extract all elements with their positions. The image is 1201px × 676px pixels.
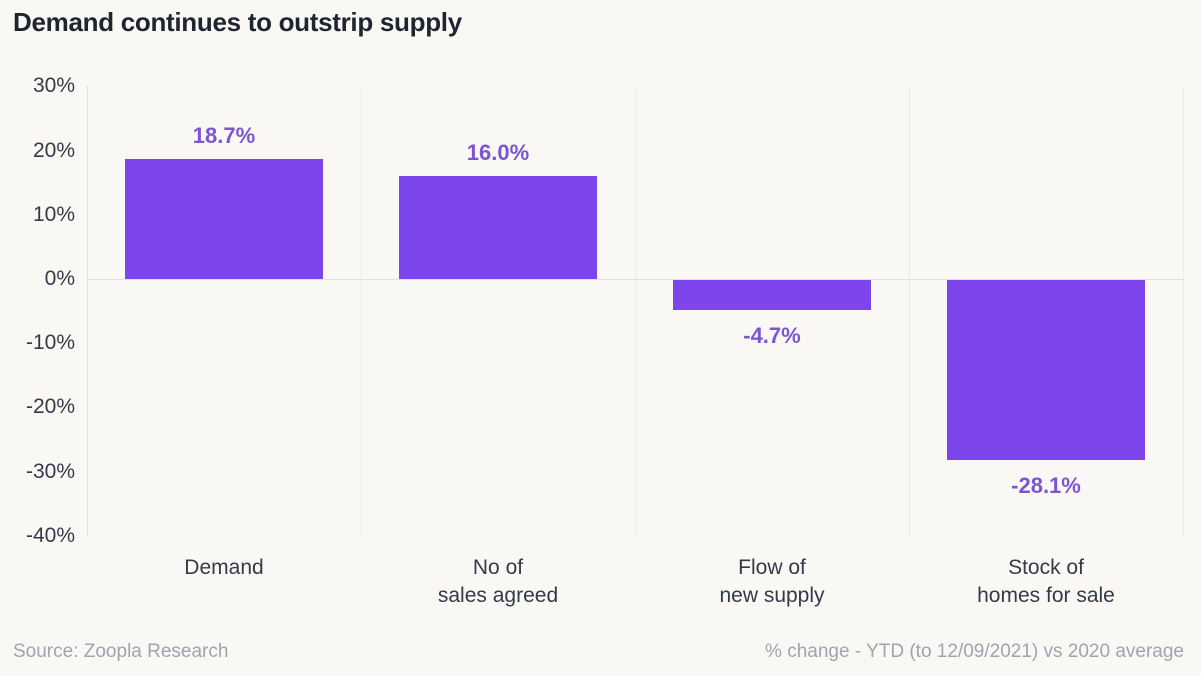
grid-separator bbox=[634, 86, 636, 536]
category-label-line: new supply bbox=[719, 583, 825, 607]
chart-title: Demand continues to outstrip supply bbox=[13, 7, 462, 37]
y-tick-label: -40% bbox=[25, 523, 75, 547]
category-label-line: homes for sale bbox=[977, 583, 1115, 607]
y-axis-line bbox=[87, 86, 88, 536]
category-label-demand: Demand bbox=[87, 554, 361, 582]
category-label-no-of-sales-agreed: No of sales agreed bbox=[361, 554, 635, 610]
data-label-stock-of-homes-for-sale: -28.1% bbox=[1011, 473, 1081, 499]
y-tick-label: -10% bbox=[25, 331, 75, 355]
bar-no-of-sales-agreed bbox=[399, 176, 597, 279]
category-label-line: sales agreed bbox=[437, 583, 559, 607]
grid-separator bbox=[1182, 86, 1184, 536]
bar-demand bbox=[125, 158, 323, 279]
category-label-line: Flow of bbox=[738, 555, 806, 579]
category-label-line: Stock of bbox=[1008, 555, 1084, 579]
grid-separator bbox=[360, 86, 362, 536]
y-tick-label: -30% bbox=[25, 459, 75, 483]
source-note: Source: Zoopla Research bbox=[13, 641, 229, 662]
y-tick-label: 10% bbox=[32, 202, 75, 226]
data-label-flow-of-new-supply: -4.7% bbox=[743, 323, 801, 349]
y-tick-label: 20% bbox=[32, 138, 75, 162]
bar-stock-of-homes-for-sale bbox=[947, 280, 1145, 461]
zero-baseline bbox=[87, 279, 1183, 280]
data-label-no-of-sales-agreed: 16.0% bbox=[466, 140, 530, 166]
grid-separator bbox=[908, 86, 910, 536]
y-tick-label: 0% bbox=[44, 267, 75, 290]
measure-note: % change - YTD (to 12/09/2021) vs 2020 a… bbox=[765, 641, 1184, 662]
y-tick-label: -20% bbox=[25, 395, 75, 419]
data-label-demand: 18.7% bbox=[192, 122, 256, 148]
category-label-flow-of-new-supply: Flow of new supply bbox=[635, 554, 909, 610]
category-label-stock-of-homes-for-sale: Stock of homes for sale bbox=[909, 554, 1183, 610]
y-tick-label: 30% bbox=[32, 74, 75, 98]
category-label-line: Demand bbox=[184, 555, 264, 579]
y-axis: 30% 20% 10% 0% -10% -20% -30% -40% bbox=[0, 0, 75, 676]
bar-flow-of-new-supply bbox=[673, 280, 871, 311]
category-label-line: No of bbox=[472, 555, 524, 579]
